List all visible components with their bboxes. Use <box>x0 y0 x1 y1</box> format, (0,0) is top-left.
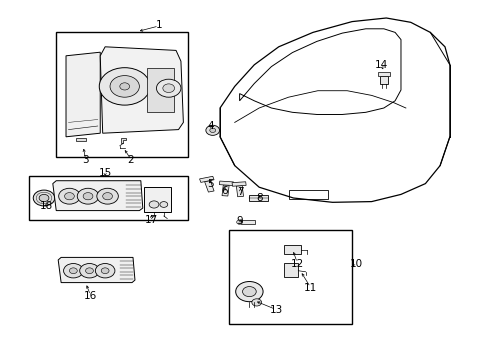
Text: 15: 15 <box>98 168 112 178</box>
Circle shape <box>101 268 109 274</box>
Bar <box>240 220 255 224</box>
Circle shape <box>120 83 129 90</box>
Circle shape <box>95 264 115 278</box>
Text: 14: 14 <box>374 60 387 70</box>
Bar <box>380 76 387 84</box>
Circle shape <box>236 220 242 224</box>
Polygon shape <box>199 176 214 183</box>
Bar <box>288 190 327 199</box>
Text: 4: 4 <box>206 121 213 131</box>
Polygon shape <box>219 181 233 185</box>
Circle shape <box>242 287 256 297</box>
Polygon shape <box>100 47 183 133</box>
Polygon shape <box>232 182 245 186</box>
Bar <box>144 187 171 212</box>
Circle shape <box>33 190 55 206</box>
Circle shape <box>163 84 174 93</box>
Text: 10: 10 <box>349 258 362 269</box>
Bar <box>378 72 389 76</box>
Circle shape <box>110 76 139 97</box>
Text: 6: 6 <box>221 186 228 196</box>
Circle shape <box>69 268 77 274</box>
Text: 3: 3 <box>82 155 89 165</box>
Circle shape <box>64 193 74 200</box>
Bar <box>56 32 188 157</box>
Bar <box>29 176 188 220</box>
Text: 5: 5 <box>206 179 213 189</box>
Circle shape <box>59 188 80 204</box>
Text: 13: 13 <box>269 305 283 315</box>
Circle shape <box>85 268 93 274</box>
Circle shape <box>102 193 112 200</box>
Polygon shape <box>76 138 85 141</box>
Text: 18: 18 <box>40 201 53 211</box>
Bar <box>228 230 351 324</box>
Polygon shape <box>53 181 142 211</box>
Text: 16: 16 <box>83 291 97 301</box>
Text: 11: 11 <box>303 283 317 293</box>
Circle shape <box>80 264 99 278</box>
Polygon shape <box>236 186 243 197</box>
Bar <box>146 68 173 112</box>
Circle shape <box>63 264 83 278</box>
Circle shape <box>99 68 150 105</box>
Text: 12: 12 <box>290 258 304 269</box>
Bar <box>283 263 298 277</box>
Text: 7: 7 <box>237 186 244 197</box>
Circle shape <box>205 125 219 135</box>
Circle shape <box>83 193 93 200</box>
Polygon shape <box>121 138 126 143</box>
Polygon shape <box>204 180 214 192</box>
Circle shape <box>77 188 99 204</box>
Polygon shape <box>58 257 135 283</box>
Circle shape <box>209 128 215 132</box>
Text: 8: 8 <box>255 193 262 203</box>
Bar <box>249 195 267 201</box>
Circle shape <box>156 79 181 97</box>
Text: 9: 9 <box>236 216 243 226</box>
Text: 17: 17 <box>144 215 158 225</box>
Circle shape <box>149 201 159 208</box>
Polygon shape <box>66 52 100 137</box>
Circle shape <box>251 299 261 306</box>
Text: 1: 1 <box>155 20 162 30</box>
Polygon shape <box>222 185 229 196</box>
Circle shape <box>97 188 118 204</box>
Bar <box>283 245 300 254</box>
Text: 2: 2 <box>127 155 134 165</box>
Circle shape <box>235 282 263 302</box>
Circle shape <box>39 194 49 202</box>
Circle shape <box>160 202 167 207</box>
